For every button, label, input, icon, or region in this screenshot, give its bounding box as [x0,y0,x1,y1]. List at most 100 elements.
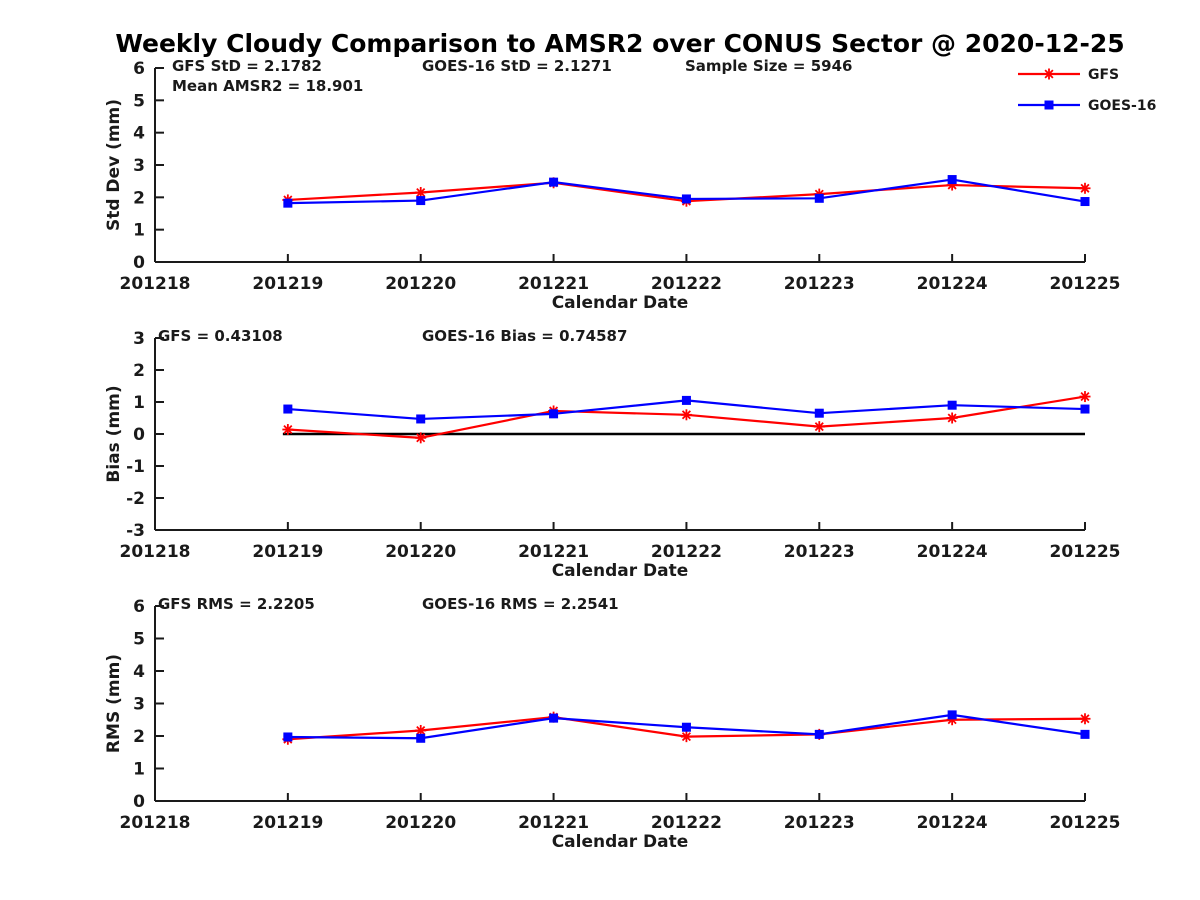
legend: GFS GOES-16 [1018,67,1156,114]
y-tick-label: 3 [133,156,145,176]
x-tick-label: 201219 [252,274,323,294]
x-tick-label: 201219 [252,813,323,833]
x-tick-label: 201224 [917,813,988,833]
goes-16-marker [416,196,426,206]
x-tick-label: 201222 [651,542,722,562]
goes-16-marker [416,733,426,743]
y-tick-label: 4 [133,124,145,144]
legend-item-goes-16: GOES-16 [1018,98,1156,114]
goes-16-marker [947,710,957,720]
y-axis-label: Bias (mm) [104,385,124,482]
legend-label: GFS [1088,67,1119,83]
bias-chart: -3 -2 -1 0 1 2 3 201218 201219 201220 201221 201222… [104,327,1120,581]
y-tick-label: 4 [133,662,145,682]
gfs-marker [282,424,294,436]
y-tick-label: -3 [126,521,145,541]
y-tick-label: 5 [133,91,145,111]
y-tick-label: 6 [133,597,145,617]
annotation: GFS RMS = 2.2205 [158,595,315,613]
x-tick-label: 201218 [120,542,191,562]
annotation: Mean AMSR2 = 18.901 [172,77,363,95]
goes-16-marker [681,722,691,732]
x-tick-label: 201221 [518,813,589,833]
x-tick-label: 201221 [518,274,589,294]
goes-16-marker [814,729,824,739]
y-tick-label: 3 [133,695,145,715]
gfs-marker [415,724,427,736]
x-tick-label: 201220 [385,813,456,833]
rms-chart: 0 1 2 3 4 5 6 201218 201219 201220 201221 201222 201… [104,595,1120,852]
goes-16-marker [283,732,293,742]
y-tick-label: 2 [133,188,145,208]
x-tick-label: 201225 [1050,274,1121,294]
goes-16-marker [947,175,957,185]
legend-marker [1044,100,1054,110]
x-tick-label: 201224 [917,542,988,562]
x-tick-label: 201221 [518,542,589,562]
legend-item-gfs: GFS [1018,67,1119,83]
goes-16-marker [1080,404,1090,414]
annotation: GFS StD = 2.1782 [172,57,322,75]
gfs-marker [415,432,427,444]
goes-16-series [283,395,1090,424]
goes-16-marker [947,400,957,410]
x-tick-label: 201220 [385,542,456,562]
goes-16-marker [814,193,824,203]
gfs-marker [1079,182,1091,194]
x-tick-label: 201223 [784,274,855,294]
annotation: GOES-16 RMS = 2.2541 [422,595,619,613]
goes-16-marker [549,713,559,723]
goes-16-marker [283,198,293,208]
goes-16-marker [814,408,824,418]
y-tick-label: 3 [133,329,145,349]
x-tick-label: 201223 [784,813,855,833]
goes-16-series [283,710,1090,743]
y-tick-label: 1 [133,393,145,413]
goes-16-marker [681,194,691,204]
goes-16-series [283,175,1090,208]
gfs-marker [1079,391,1091,403]
annotation: GFS = 0.43108 [158,327,283,345]
gfs-marker [680,731,692,743]
x-tick-label: 201218 [120,813,191,833]
goes-16-marker [283,404,293,414]
y-tick-label: 1 [133,760,145,780]
x-axis-label: Calendar Date [552,561,689,581]
y-tick-label: 0 [133,425,145,445]
gfs-marker [946,412,958,424]
y-axis-label: RMS (mm) [104,654,124,753]
y-tick-label: 1 [133,221,145,241]
x-tick-label: 201222 [651,274,722,294]
annotation: Sample Size = 5946 [685,57,852,75]
y-axis-label: Std Dev (mm) [104,99,124,231]
goes-16-marker [549,409,559,419]
y-tick-label: 5 [133,630,145,650]
y-tick-label: -1 [126,457,145,477]
x-tick-label: 201224 [917,274,988,294]
x-tick-label: 201218 [120,274,191,294]
gfs-marker [1079,713,1091,725]
x-axis-label: Calendar Date [552,293,689,313]
legend-marker [1043,68,1055,80]
x-tick-label: 201220 [385,274,456,294]
y-tick-label: 0 [133,792,145,812]
goes-16-marker [1080,729,1090,739]
x-tick-label: 201222 [651,813,722,833]
std-dev-chart: 0 1 2 3 4 5 6 201218 201219 201220 201221 201222 201… [104,57,1156,313]
goes-16-marker [681,395,691,405]
x-axis-label: Calendar Date [552,832,689,852]
annotation: GOES-16 Bias = 0.74587 [422,327,627,345]
x-tick-label: 201225 [1050,542,1121,562]
x-tick-label: 201223 [784,542,855,562]
y-tick-label: -2 [126,489,145,509]
x-tick-label: 201219 [252,542,323,562]
y-tick-label: 0 [133,253,145,273]
gfs-marker [813,421,825,433]
figure-title: Weekly Cloudy Comparison to AMSR2 over C… [115,29,1125,58]
goes-16-marker [549,177,559,187]
x-tick-label: 201225 [1050,813,1121,833]
y-tick-label: 2 [133,727,145,747]
legend-label: GOES-16 [1088,98,1156,114]
goes-16-marker [416,414,426,424]
